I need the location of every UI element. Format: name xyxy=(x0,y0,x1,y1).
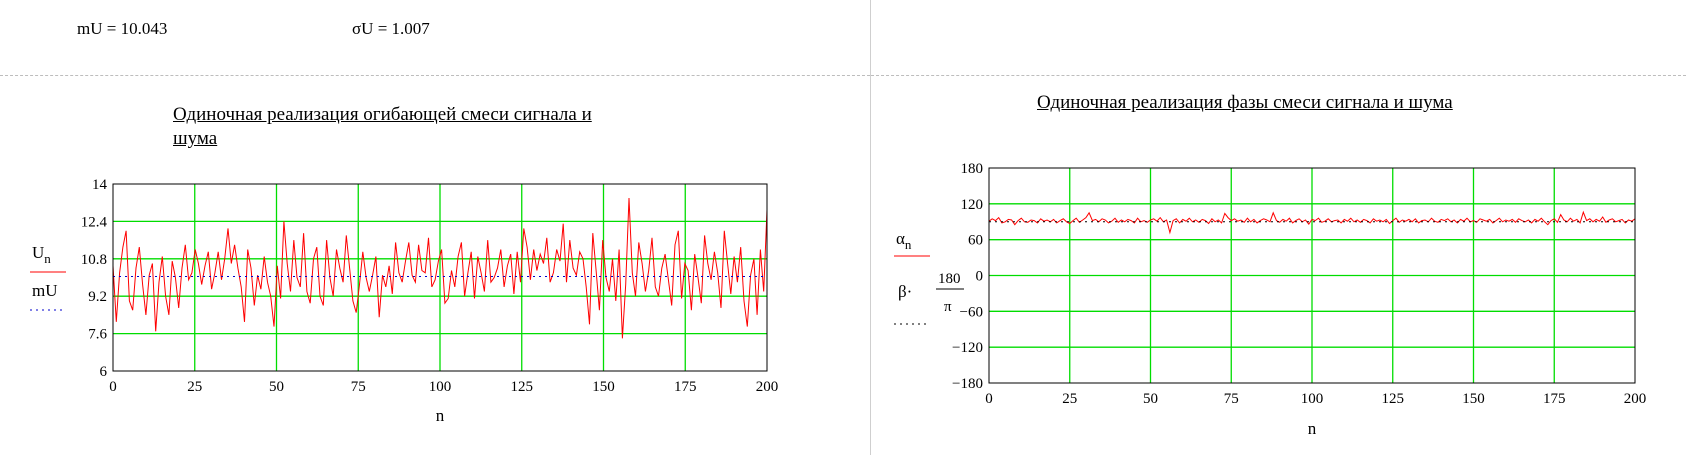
chart2-xtick-label: 0 xyxy=(985,391,993,407)
chart2-xtick-label: 125 xyxy=(1382,391,1405,407)
region-divider-left xyxy=(0,75,870,76)
chart1-title-line1: Одиночная реализация огибающей смеси сиг… xyxy=(173,104,592,125)
chart1-xtick-label: 25 xyxy=(187,379,202,395)
chart1-ytick-label: 6 xyxy=(100,364,108,380)
chart2-series-line-α_n xyxy=(988,210,1636,235)
chart2-ytick-label: 60 xyxy=(968,233,983,249)
chart1-ytick-label: 12.4 xyxy=(81,214,108,230)
chart2-ticks: 0 25 50 75 100 125 150 175 200 180 120 60 0 −60 −120 −1… xyxy=(952,161,1646,407)
chart2-legend-series1: αn xyxy=(896,229,912,252)
chart2-xlabel: n xyxy=(1308,419,1317,438)
chart2-legend-beta: β· xyxy=(898,282,912,301)
chart2-legend-num: 180 xyxy=(938,271,961,287)
chart1-plot-frame xyxy=(112,183,768,372)
chart1-ytick-label: 9.2 xyxy=(88,289,107,305)
chart1-title-line2: шума xyxy=(173,128,218,149)
chart1-xlabel: n xyxy=(436,406,445,425)
chart2-ytick-label: 120 xyxy=(961,197,984,213)
chart1-ytick-label: 10.8 xyxy=(81,252,107,268)
chart2-grid xyxy=(989,168,1635,383)
chart2-ytick-label: −60 xyxy=(960,304,983,320)
sigmaU-label: σU xyxy=(352,19,374,38)
chart1-series xyxy=(112,197,768,339)
chart1-title: Одиночная реализация огибающей смеси сиг… xyxy=(173,103,592,151)
region-divider-vertical xyxy=(870,0,871,455)
chart2-xtick-label: 75 xyxy=(1224,391,1239,407)
chart1-xtick-label: 150 xyxy=(592,379,615,395)
chart1-grid xyxy=(113,184,767,371)
region-divider-right xyxy=(871,75,1686,76)
chart2-ytick-label: −180 xyxy=(952,376,983,392)
chart2-xtick-label: 150 xyxy=(1462,391,1485,407)
chart2-ytick-label: 0 xyxy=(976,269,984,285)
chart2-xtick-label: 200 xyxy=(1624,391,1647,407)
chart1-xtick-label: 75 xyxy=(351,379,366,395)
chart2-title: Одиночная реализация фазы смеси сигнала … xyxy=(1037,91,1453,115)
chart1-xtick-label: 50 xyxy=(269,379,284,395)
chart2-title-text: Одиночная реализация фазы смеси сигнала … xyxy=(1037,92,1453,113)
chart2-legend-den: π xyxy=(944,299,952,315)
chart1-xtick-label: 175 xyxy=(674,379,697,395)
chart1-xtick-label: 0 xyxy=(109,379,117,395)
chart2-ytick-label: −120 xyxy=(952,340,983,356)
chart1-svg: 0 25 50 75 100 125 150 175 20067.69.210.812.414 … xyxy=(30,177,779,425)
sigmaU-value: 1.007 xyxy=(391,19,430,38)
chart2-xtick-label: 100 xyxy=(1301,391,1324,407)
chart1-ticks: 0 25 50 75 100 125 150 175 200 6 7.6 9.2 10.8 12.4 14 xyxy=(81,177,779,395)
chart1-legend-series2: mU xyxy=(32,281,58,300)
mU-stat: mU = 10.043 xyxy=(77,19,168,38)
chart1-xtick-label: 200 xyxy=(756,379,779,395)
chart1-xtick-label: 100 xyxy=(429,379,452,395)
chart1-ytick-label: 14 xyxy=(92,177,108,193)
chart1-legend-series1: Un xyxy=(32,243,51,266)
mU-value: 10.043 xyxy=(120,19,168,38)
chart2-xtick-label: 50 xyxy=(1143,391,1158,407)
chart2-xtick-label: 25 xyxy=(1062,391,1077,407)
chart2-ytick-label: 180 xyxy=(961,161,984,177)
chart2-series xyxy=(988,210,1636,235)
chart2-xtick-label: 175 xyxy=(1543,391,1566,407)
chart2-plot-frame xyxy=(988,167,1636,384)
sigmaU-stat: σU = 1.007 xyxy=(352,19,430,38)
chart1-xtick-label: 125 xyxy=(511,379,534,395)
mU-label: mU xyxy=(77,19,103,38)
chart2-svg: 0 25 50 75 100 125 150 175 200 180 120 60 0 −60 −120 −1… xyxy=(894,161,1646,438)
chart1-ytick-label: 7.6 xyxy=(88,327,107,343)
